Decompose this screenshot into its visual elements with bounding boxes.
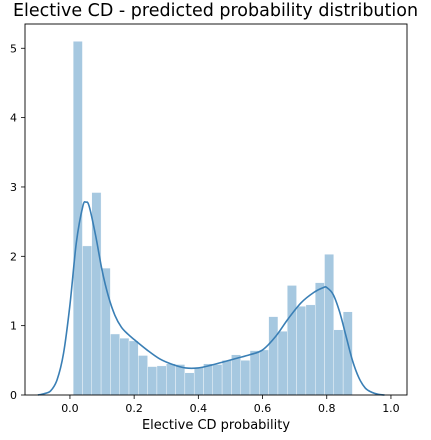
- histogram-bar: [156, 365, 167, 396]
- histogram-bar: [110, 333, 120, 396]
- histogram-bar: [184, 372, 195, 396]
- chart-title: Elective CD - predicted probability dist…: [12, 1, 419, 21]
- x-tick-label: 0.4: [190, 402, 208, 415]
- x-axis-ticks: 0.0 0.2 0.4 0.6 0.8 1.0: [61, 395, 400, 415]
- histogram-bar: [277, 331, 288, 396]
- histogram-bar: [287, 285, 297, 396]
- histogram-bar: [193, 367, 204, 396]
- histogram-bar: [212, 364, 223, 396]
- histogram-bar: [119, 337, 130, 396]
- histogram-bar: [231, 354, 241, 396]
- plot-frame: [24, 23, 408, 396]
- histogram-bar: [268, 316, 279, 396]
- histogram-bar: [147, 366, 158, 396]
- histogram-bar: [240, 360, 251, 396]
- histogram-bar: [333, 329, 344, 396]
- histogram-bar: [221, 360, 232, 396]
- y-axis-ticks: 0 1 2 3 4 5: [10, 42, 25, 402]
- histogram-bar: [128, 340, 139, 396]
- y-tick-label: 1: [10, 320, 17, 333]
- y-tick-label: 3: [10, 181, 17, 194]
- histogram-bar: [203, 363, 213, 396]
- x-tick-label: 0.2: [125, 402, 143, 415]
- x-axis-label: Elective CD probability: [142, 418, 290, 433]
- histogram-bar: [72, 41, 83, 396]
- histogram-bar: [314, 282, 325, 396]
- x-tick-label: 1.0: [382, 402, 400, 415]
- histogram-bar: [296, 306, 307, 396]
- histogram-bar: [249, 350, 260, 396]
- x-tick-label: 0.8: [318, 402, 336, 415]
- histogram-bar: [175, 364, 186, 396]
- histogram-bar: [305, 304, 316, 396]
- histogram-bars: [72, 41, 353, 396]
- y-tick-label: 5: [10, 42, 17, 55]
- y-tick-label: 4: [10, 112, 17, 125]
- histogram-bar: [166, 363, 176, 396]
- histogram-bar: [259, 349, 269, 396]
- kde-curve: [37, 200, 385, 396]
- x-tick-label: 0.6: [254, 402, 272, 415]
- histogram-bar: [82, 245, 92, 396]
- histogram-bar: [324, 254, 335, 396]
- histogram-bar: [138, 355, 148, 396]
- y-tick-label: 2: [10, 250, 17, 263]
- y-tick-label: 0: [10, 389, 17, 402]
- x-tick-label: 0.0: [61, 402, 79, 415]
